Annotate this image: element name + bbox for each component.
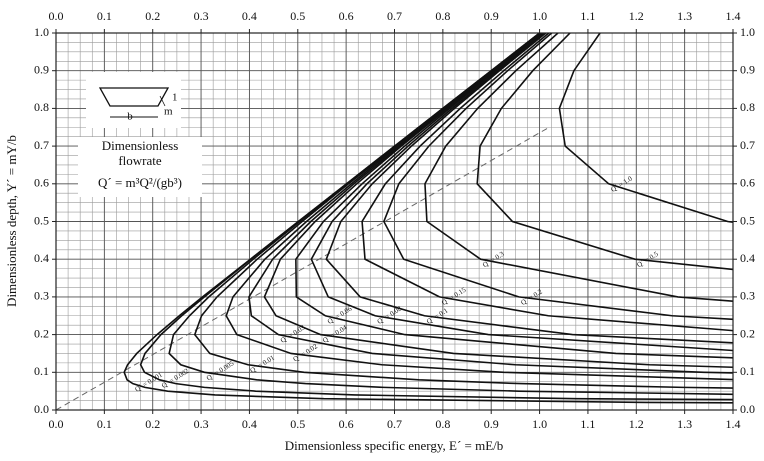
y-tick-label-right: 0.9 [740,62,755,76]
curve [310,33,733,352]
x-tick-label: 0.0 [49,417,64,431]
curve-label: Q´ = 0.15 [440,286,468,307]
curve [361,33,733,332]
y-tick-label: 1.0 [34,25,49,39]
y-tick-label-right: 0.6 [740,176,755,190]
curve [295,33,733,359]
y-tick-label: 0.2 [34,326,49,340]
curve [263,33,733,369]
inset-background [86,72,181,128]
curve-label: Q´ = 0.02 [292,342,320,363]
x-tick-label: 1.3 [677,417,692,431]
x-tick-label-top: 0.7 [387,9,402,23]
y-tick-label-right: 0.4 [740,251,755,265]
slope-mark [159,95,166,107]
critical-line [56,126,550,410]
curve [424,33,733,303]
x-tick-label: 0.9 [484,417,499,431]
x-tick-label-top: 0.1 [97,9,112,23]
y-tick-label: 0.9 [34,62,49,76]
y-tick-label-right: 0.7 [740,138,755,152]
x-tick-label-top: 0.2 [145,9,160,23]
y-tick-label: 0.5 [34,213,49,227]
y-tick-label: 0.3 [34,289,49,303]
y-tick-label: 0.7 [34,138,49,152]
curve [382,33,733,321]
y-tick-label-right: 0.8 [740,100,755,114]
x-tick-label-top: 0.9 [484,9,499,23]
curve [248,33,733,374]
inset: b 1 m Dimensionless flowrate Q´ = m³Q²/(… [78,72,202,197]
x-axis-label: Dimensionless specific energy, E´ = mE/b [285,438,504,453]
x-tick-label: 0.1 [97,417,112,431]
curve [558,33,733,223]
x-tick-label-top: 1.3 [677,9,692,23]
side-label: 1 [172,92,178,104]
curve-label: Q´ = 0.06 [326,304,354,325]
box-line: Dimensionless [102,138,179,153]
y-tick-label: 0.6 [34,176,49,190]
m-label: m [164,106,173,118]
y-tick-label-right: 0.5 [740,213,755,227]
x-tick-label: 1.4 [726,417,741,431]
y-tick-label-right: 0.2 [740,326,755,340]
x-tick-label-top: 1.4 [726,9,741,23]
x-tick-label-top: 1.0 [532,9,547,23]
curve-label: Q´ = 0.04 [321,323,349,344]
y-tick-label: 0.0 [34,402,49,416]
x-tick-label-top: 0.5 [290,9,305,23]
box-background [78,137,202,197]
x-tick-label-top: 1.2 [629,9,644,23]
y-tick-label: 0.1 [34,364,49,378]
y-tick-label-right: 1.0 [740,25,755,39]
x-tick-label-top: 1.1 [580,9,595,23]
x-tick-label-top: 0.3 [194,9,209,23]
box-line: Q´ = m³Q²/(gb³) [98,175,182,190]
box-line: flowrate [118,153,162,168]
x-tick-label: 0.3 [194,417,209,431]
x-tick-label: 1.1 [580,417,595,431]
x-tick-label-top: 0.0 [49,9,64,23]
x-tick-label: 0.2 [145,417,160,431]
y-tick-label: 0.4 [34,251,49,265]
y-tick-label-right: 0.1 [740,364,755,378]
curve [193,33,733,389]
y-tick-label-right: 0.0 [740,402,755,416]
x-tick-label: 0.5 [290,417,305,431]
curve [476,33,733,271]
y-tick-label: 0.8 [34,100,49,114]
x-tick-label: 0.7 [387,417,402,431]
curve [123,33,733,404]
x-tick-label-top: 0.4 [242,9,257,23]
x-tick-label-top: 0.6 [339,9,354,23]
x-tick-label: 0.4 [242,417,257,431]
y-tick-label-right: 0.3 [740,289,755,303]
y-axis-label: Dimensionless depth, Y´ = mY/b [4,135,19,307]
b-label: b [127,111,133,123]
x-tick-label: 1.2 [629,417,644,431]
x-tick-label: 1.0 [532,417,547,431]
curve-label: Q´ = 0.01 [249,353,277,374]
x-tick-label: 0.6 [339,417,354,431]
x-tick-label: 0.8 [435,417,450,431]
x-tick-label-top: 0.8 [435,9,450,23]
curve [325,33,733,344]
